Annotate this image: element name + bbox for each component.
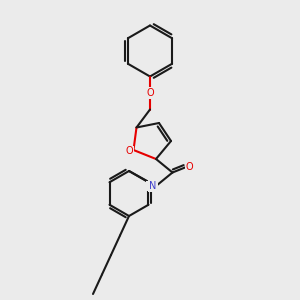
Text: N: N — [149, 181, 157, 191]
Text: H: H — [147, 182, 153, 190]
Text: O: O — [186, 162, 194, 172]
Text: O: O — [125, 146, 133, 157]
Text: O: O — [146, 88, 154, 98]
